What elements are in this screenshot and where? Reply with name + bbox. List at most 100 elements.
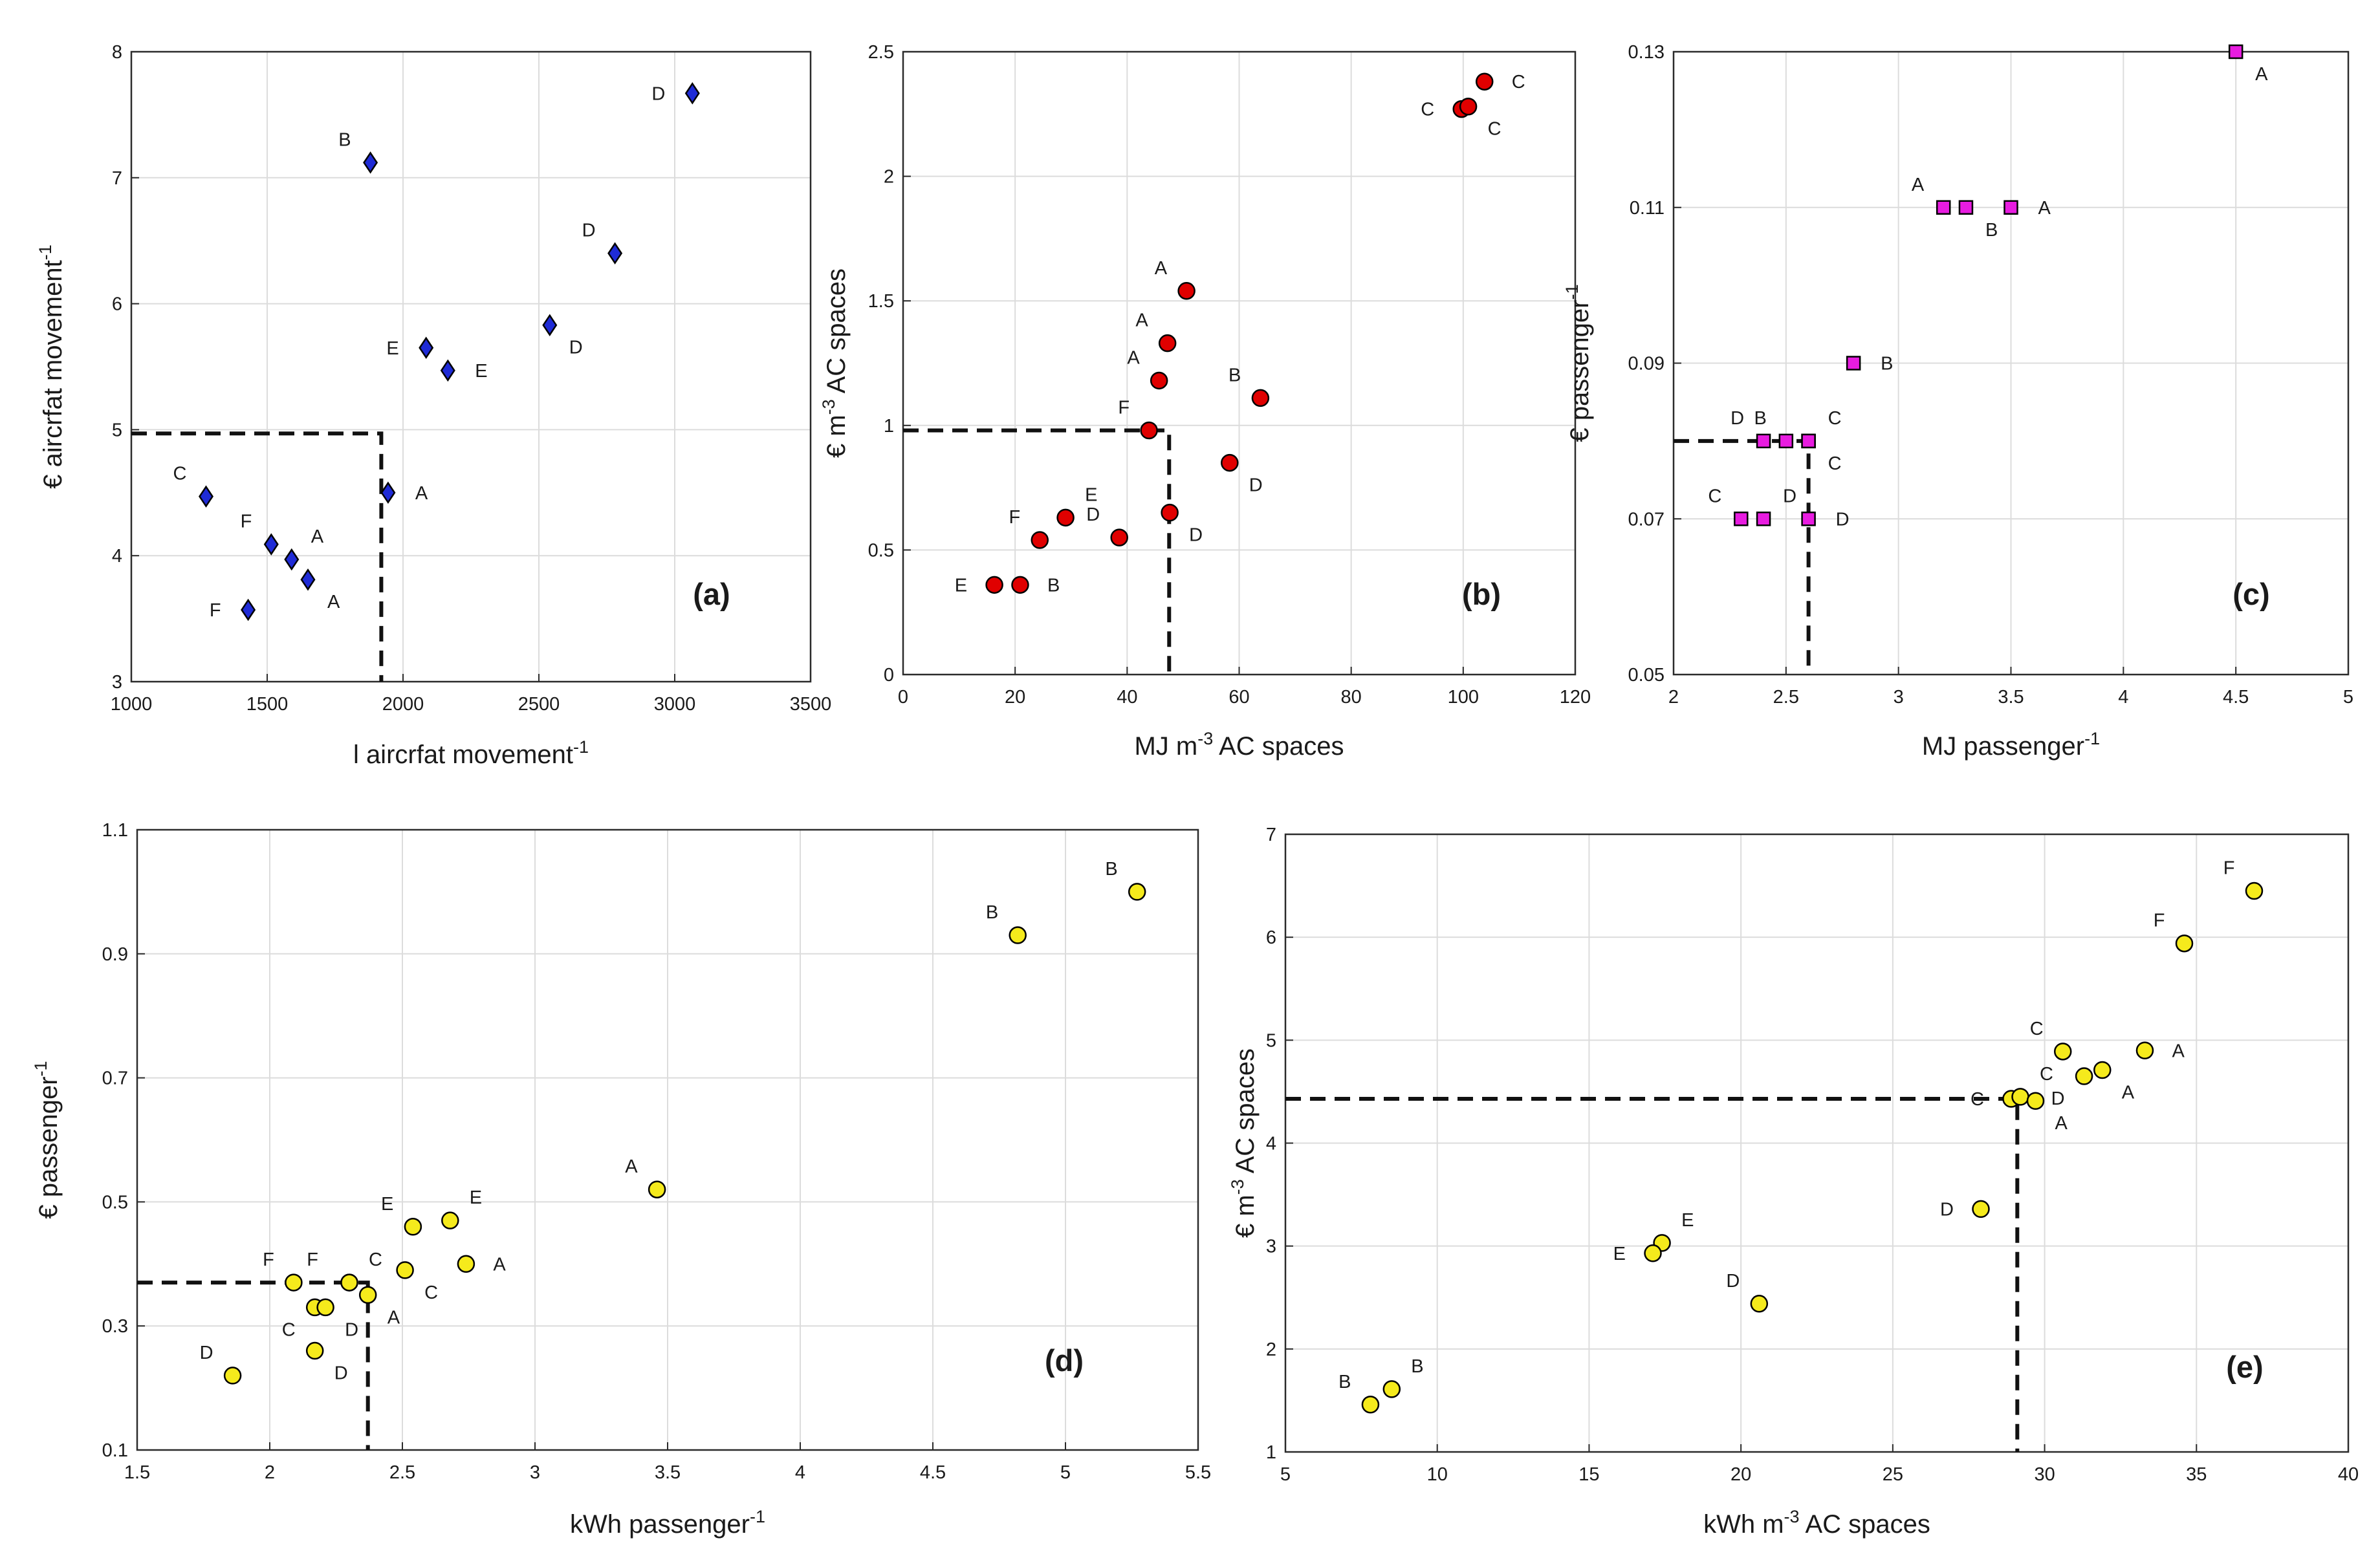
y-tick-label: 6 (1266, 927, 1276, 948)
y-tick-label: 0 (884, 665, 894, 686)
data-point (316, 1298, 334, 1317)
point-label: F (241, 512, 252, 532)
x-tick-label: 120 (1560, 687, 1591, 708)
y-tick-label: 0.3 (102, 1316, 128, 1337)
point-label: E (475, 361, 487, 382)
y-tick-label: 6 (112, 294, 122, 315)
point-label: D (1836, 509, 1850, 530)
data-point (1972, 1200, 1990, 1218)
point-label: C (424, 1282, 438, 1303)
y-tick-label: 3 (112, 672, 122, 693)
y-tick-label: 7 (1266, 825, 1276, 845)
point-label: B (986, 902, 998, 923)
data-point (1958, 200, 1974, 215)
data-point (1150, 371, 1168, 390)
data-point (1031, 531, 1049, 549)
point-label: D (1730, 408, 1744, 429)
data-point (1161, 503, 1179, 522)
reference-dashed-line (137, 1281, 370, 1450)
data-point (1846, 356, 1861, 371)
x-tick-label: 5.5 (1185, 1462, 1211, 1483)
data-point (305, 1341, 324, 1360)
x-tick-label: 5 (1060, 1462, 1071, 1483)
point-label: B (1228, 365, 1241, 385)
point-label: B (1754, 408, 1766, 429)
data-point (1361, 1396, 1380, 1414)
data-point (284, 548, 300, 571)
x-axis-label: l aircrfat movement-1 (353, 737, 589, 769)
y-axis-label: € passenger-1 (1562, 284, 1594, 442)
panel-label: (c) (2233, 577, 2269, 611)
plot-frame (1672, 50, 2350, 676)
panel-b: 0 20 40 60 80 100 12000.511.522.5CCCAAABFDEDDF… (819, 42, 1591, 761)
data-point (2135, 1041, 2154, 1059)
data-point (363, 151, 378, 174)
point-label: F (1009, 507, 1021, 528)
y-tick-label: 0.13 (1628, 42, 1665, 63)
y-tick-label: 0.05 (1628, 665, 1665, 686)
point-label: C (1488, 119, 1501, 140)
x-tick-label: 25 (1883, 1464, 1903, 1485)
data-point (1140, 421, 1158, 440)
data-point (404, 1218, 422, 1236)
x-tick-label: 2 (265, 1462, 275, 1483)
plot-area (131, 52, 811, 682)
data-point (684, 82, 700, 105)
point-label: F (2223, 858, 2235, 879)
point-label: E (1681, 1210, 1694, 1231)
data-point (1110, 528, 1128, 546)
x-tick-label: 4.5 (920, 1462, 946, 1483)
data-point (985, 576, 1003, 594)
point-label: C (1708, 486, 1721, 506)
data-point (1128, 883, 1146, 901)
y-tick-label: 5 (112, 420, 122, 440)
point-label: C (282, 1319, 296, 1340)
y-tick-label: 2 (884, 167, 894, 188)
point-label: C (1828, 408, 1842, 429)
point-label: C (1828, 453, 1842, 474)
y-tick-label: 0.09 (1628, 354, 1665, 374)
point-label: A (2055, 1113, 2068, 1134)
point-label: A (1127, 347, 1140, 368)
point-label: D (1940, 1199, 1954, 1220)
data-point (1778, 433, 1794, 449)
point-label: A (311, 526, 324, 547)
point-label: F (2154, 911, 2165, 931)
y-tick-label: 2 (1266, 1339, 1276, 1360)
point-label: E (955, 575, 967, 596)
x-tick-label: 1.5 (124, 1462, 150, 1483)
y-tick-label: 4 (112, 546, 122, 567)
point-label: E (470, 1187, 482, 1208)
data-point (198, 485, 214, 508)
point-label: D (1086, 504, 1100, 525)
y-tick-label: 0.11 (1630, 198, 1665, 219)
data-point (2175, 934, 2194, 953)
data-point (1801, 512, 1816, 526)
panel-a: 1000 1500 2000 2500 3000 3500 3 4 5 6 7 8 D B D D E E A C F A… (36, 42, 831, 769)
point-label: A (327, 592, 340, 612)
y-tick-label: 2.5 (868, 42, 894, 63)
point-label: C (1421, 100, 1434, 120)
data-point (1644, 1244, 1662, 1262)
point-label: F (210, 600, 221, 621)
x-tick-label: 2.5 (389, 1462, 415, 1483)
data-point (440, 359, 455, 382)
y-tick-label: 4 (1266, 1134, 1276, 1154)
x-tick-label: 4.5 (2223, 687, 2249, 708)
point-label: A (415, 483, 428, 504)
x-tick-label: 20 (1730, 1464, 1751, 1485)
reference-dashed-line (1285, 1097, 2020, 1452)
x-tick-label: 2000 (382, 694, 424, 715)
data-point (2245, 882, 2264, 900)
y-tick-label: 0.07 (1628, 509, 1665, 530)
y-tick-label: 0.1 (102, 1440, 128, 1461)
x-tick-label: 2.5 (1773, 687, 1799, 708)
data-point (1756, 433, 1771, 449)
plot-frame (902, 50, 1577, 676)
point-label: A (1912, 175, 1925, 195)
point-label: B (1881, 354, 1893, 374)
y-tick-label: 5 (1266, 1030, 1276, 1051)
point-label: E (1085, 484, 1097, 505)
